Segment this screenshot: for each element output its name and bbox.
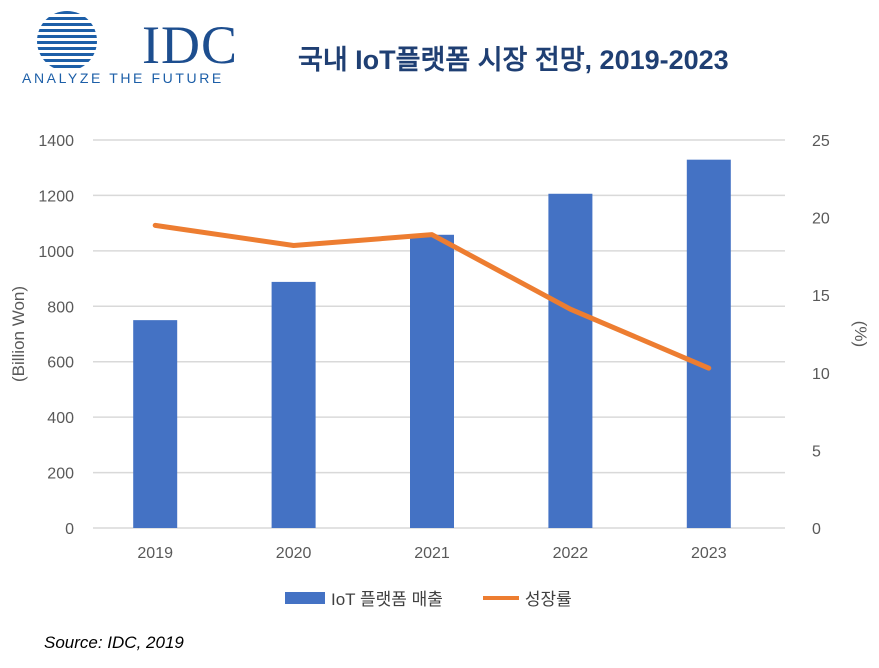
y2-axis-label: (%)	[851, 321, 870, 347]
y-tick-label: 600	[47, 355, 74, 372]
y2-tick-label: 5	[812, 443, 821, 460]
y-tick-label: 0	[65, 521, 74, 538]
legend-label-growth: 성장률	[524, 590, 572, 609]
bar-2022	[548, 193, 593, 528]
y-tick-label: 1000	[38, 244, 74, 261]
logo-wordmark: IDC	[142, 15, 238, 75]
y2-tick-label: 15	[812, 288, 830, 305]
y-tick-label: 400	[47, 410, 74, 427]
y2-tick-label: 20	[812, 211, 830, 228]
x-tick-label: 2022	[553, 545, 589, 562]
globe-icon	[37, 11, 97, 68]
y-tick-label: 800	[47, 299, 74, 316]
y-tick-label: 1400	[38, 133, 74, 150]
legend-swatch-bar	[285, 591, 325, 604]
y-tick-label: 200	[47, 466, 74, 483]
legend-swatch-line	[482, 595, 519, 600]
x-tick-label: 2020	[276, 545, 312, 562]
x-tick-label: 2023	[691, 545, 727, 562]
source-note: Source: IDC, 2019	[44, 633, 184, 652]
bar-2019	[133, 320, 178, 528]
legend: IoT 플랫폼 매출 성장률	[285, 585, 572, 610]
y2-tick-label: 10	[812, 366, 830, 383]
y-axis-label: (Billion Won)	[9, 286, 28, 382]
chart-title: 국내 IoT플랫폼 시장 전망, 2019-2023	[298, 45, 729, 75]
x-tick-label: 2019	[137, 545, 173, 562]
bar-2023	[686, 159, 731, 529]
y2-tick-label: 25	[812, 133, 830, 150]
bar-2021	[410, 234, 454, 529]
x-tick-label: 2021	[414, 545, 450, 562]
y2-tick-label: 0	[812, 521, 821, 538]
legend-label-revenue: IoT 플랫폼 매출	[331, 590, 443, 609]
bar-2020	[271, 281, 316, 528]
y-tick-label: 1200	[38, 188, 74, 205]
logo-tagline: ANALYZE THE FUTURE	[22, 70, 224, 86]
idc-logo: IDC	[22, 10, 242, 90]
